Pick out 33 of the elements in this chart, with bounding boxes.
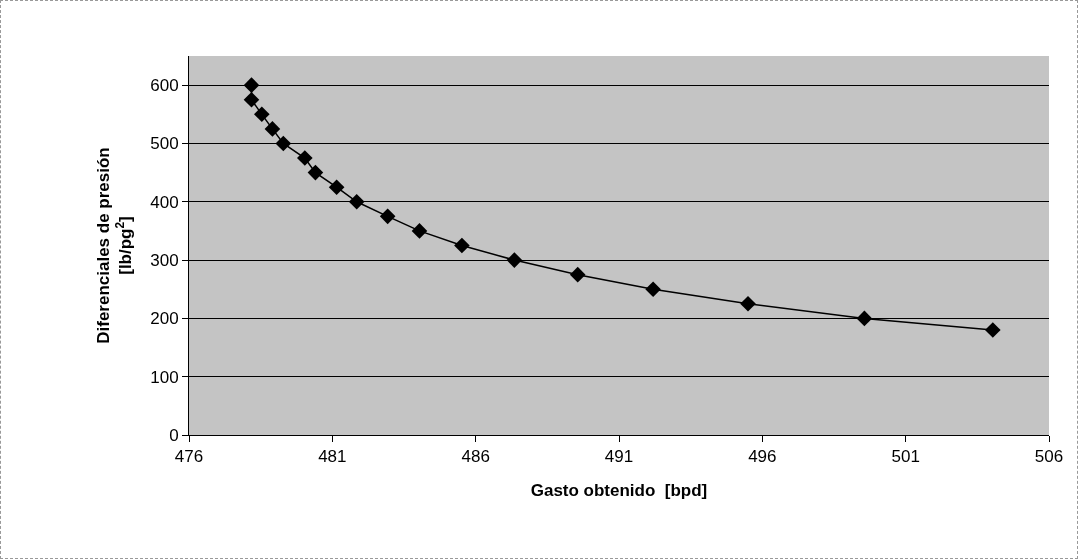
x-tick-label: 496 (748, 447, 777, 467)
point (264, 121, 281, 137)
point (740, 296, 756, 312)
x-tick-label: 491 (604, 447, 634, 467)
x-tick-label: 501 (891, 447, 920, 467)
point (328, 179, 345, 195)
point (411, 223, 428, 239)
x-tick-label: 476 (174, 447, 204, 467)
y-tick-label: 400 (150, 192, 179, 212)
point (569, 266, 586, 283)
x-tick-label: 506 (1034, 447, 1064, 467)
x-axis-title: Gasto obtenido [bpd] (530, 480, 708, 500)
point (856, 310, 873, 327)
y-tick-label: 100 (150, 367, 179, 387)
y-tick-label: 600 (150, 76, 179, 96)
point (379, 208, 396, 225)
x-tick-label: 481 (318, 447, 347, 467)
point (243, 77, 260, 93)
point (254, 106, 270, 123)
y-tick-label: 500 (150, 134, 179, 154)
point (454, 237, 470, 254)
point (645, 281, 661, 298)
point (985, 322, 1001, 338)
y-tick-label: 200 (150, 309, 179, 329)
point (348, 193, 365, 210)
point (506, 252, 523, 268)
y-tick-label: 300 (150, 251, 179, 271)
point (307, 164, 324, 181)
point (243, 91, 260, 108)
x-tick-label: 486 (461, 447, 490, 467)
point (275, 135, 292, 152)
point (297, 150, 313, 166)
y-tick-label: 0 (169, 425, 179, 445)
